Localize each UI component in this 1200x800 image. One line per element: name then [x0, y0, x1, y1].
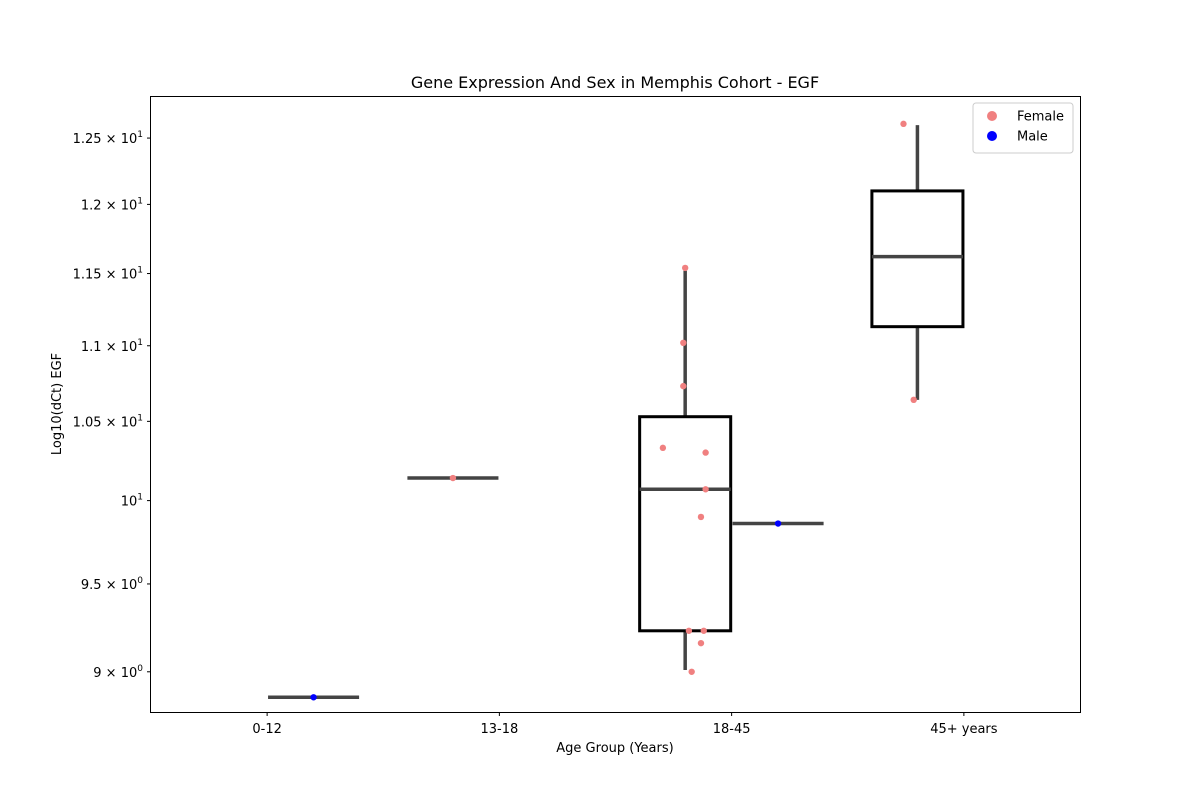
data-point [680, 382, 687, 390]
x-tick-label: 45+ years [930, 722, 998, 737]
data-point [310, 694, 317, 701]
data-point [900, 120, 907, 128]
x-tick-label: 13-18 [480, 722, 518, 737]
y-tick-label: 9 × 100 [93, 664, 143, 681]
data-point [700, 627, 707, 634]
x-tick-label: 18-45 [713, 722, 751, 737]
data-point [774, 520, 782, 527]
plot-frame [150, 96, 1081, 713]
data-point [680, 339, 687, 347]
box-18-45-Female [638, 270, 733, 670]
data-point [702, 449, 709, 456]
y-tick-label: 1.25 × 101 [73, 130, 143, 147]
x-axis: 0-12 13-18 18-45 45+ years [252, 712, 998, 737]
data-point [688, 668, 695, 675]
data-point [910, 396, 917, 404]
y-tick-label: 1.1 × 101 [81, 338, 143, 355]
legend-box [972, 102, 1074, 154]
data-point [697, 639, 705, 647]
legend-marker [987, 131, 997, 141]
y-axis: 9 × 100 9.5 × 100 101 1.05 × 101 1.1 × 101 1.… [73, 130, 151, 681]
data-point [449, 474, 457, 482]
legend-label: Male [1017, 130, 1048, 145]
box-body [638, 415, 733, 633]
plot-area [268, 120, 965, 701]
y-tick-label: 9.5 × 100 [81, 576, 143, 593]
y-tick-label: 1.15 × 101 [73, 266, 143, 283]
y-tick-label: 101 [121, 493, 143, 510]
data-point [685, 627, 693, 634]
x-axis-label: Age Group (Years) [556, 741, 673, 756]
x-tick-label: 0-12 [252, 722, 282, 737]
data-point [681, 264, 689, 272]
box-45+ years-Female [870, 125, 965, 400]
box-body [870, 189, 965, 329]
y-tick-label: 1.2 × 101 [81, 196, 143, 213]
data-point [702, 486, 709, 493]
legend-marker [987, 111, 997, 121]
legend-label: Female [1017, 110, 1064, 125]
chart-title: Gene Expression And Sex in Memphis Cohor… [411, 73, 819, 92]
y-axis-label: Log10(dCt) EGF [50, 353, 65, 455]
data-point [659, 444, 667, 452]
y-tick-label: 1.05 × 101 [73, 413, 143, 430]
data-point [697, 513, 705, 521]
legend: Female Male [972, 102, 1074, 154]
